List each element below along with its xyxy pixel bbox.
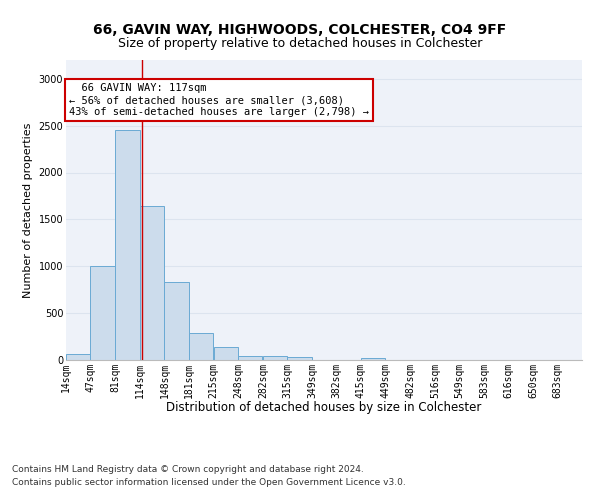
Bar [140, 206, 164, 360]
Text: 66, GAVIN WAY, HIGHWOODS, COLCHESTER, CO4 9FF: 66, GAVIN WAY, HIGHWOODS, COLCHESTER, CO… [94, 22, 506, 36]
Text: Contains public sector information licensed under the Open Government Licence v3: Contains public sector information licen… [12, 478, 406, 487]
Bar [164, 282, 189, 360]
Bar [361, 358, 385, 360]
Bar [214, 347, 238, 360]
Bar [66, 354, 90, 360]
Bar [115, 130, 140, 360]
Bar [263, 356, 287, 360]
Bar [189, 333, 213, 360]
Bar [90, 266, 115, 360]
Y-axis label: Number of detached properties: Number of detached properties [23, 122, 33, 298]
X-axis label: Distribution of detached houses by size in Colchester: Distribution of detached houses by size … [166, 401, 482, 414]
Bar [287, 357, 311, 360]
Text: 66 GAVIN WAY: 117sqm
← 56% of detached houses are smaller (3,608)
43% of semi-de: 66 GAVIN WAY: 117sqm ← 56% of detached h… [69, 84, 369, 116]
Text: Size of property relative to detached houses in Colchester: Size of property relative to detached ho… [118, 38, 482, 51]
Text: Contains HM Land Registry data © Crown copyright and database right 2024.: Contains HM Land Registry data © Crown c… [12, 466, 364, 474]
Bar [238, 356, 262, 360]
